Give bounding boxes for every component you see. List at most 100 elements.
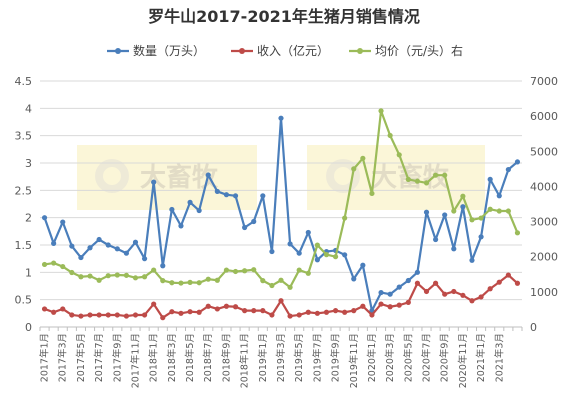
x-tick-label: 2020年1月	[366, 333, 378, 382]
data-point	[296, 250, 302, 256]
data-point	[123, 313, 129, 319]
data-point	[378, 108, 384, 114]
data-point	[278, 115, 284, 121]
x-tick-label: 2017年11月	[129, 333, 141, 388]
y-right-tick-label: 3000	[530, 216, 558, 229]
y-left-tick-label: 2.5	[15, 184, 33, 197]
data-point	[514, 159, 521, 165]
data-point	[505, 166, 511, 173]
data-point	[60, 263, 66, 270]
data-point	[514, 230, 521, 236]
data-point	[296, 312, 302, 318]
data-point	[414, 280, 421, 286]
data-point	[342, 252, 348, 258]
data-point	[160, 278, 166, 284]
data-point	[269, 248, 275, 255]
x-tick-label: 2019年11月	[348, 333, 360, 388]
y-left-tick-label: 1.5	[15, 239, 33, 252]
x-tick-label: 2018年11月	[239, 333, 251, 388]
data-point	[114, 272, 120, 278]
data-point	[232, 193, 239, 199]
data-point	[451, 208, 457, 214]
data-point	[360, 155, 366, 161]
data-point	[132, 275, 139, 281]
data-point	[78, 274, 84, 280]
data-point	[305, 229, 311, 236]
x-tick-label: 2018年5月	[184, 333, 196, 382]
data-point	[96, 312, 102, 318]
data-point	[287, 313, 293, 319]
x-tick-label: 2021年3月	[493, 333, 505, 382]
data-point	[487, 206, 493, 212]
data-point	[414, 178, 421, 184]
data-point	[260, 278, 266, 284]
data-point	[505, 272, 511, 278]
data-point	[332, 308, 339, 314]
data-point	[314, 310, 320, 316]
x-tick-label: 2018年1月	[148, 333, 160, 382]
data-point	[196, 309, 202, 315]
data-point	[51, 260, 57, 266]
data-point	[41, 261, 48, 268]
data-point	[369, 190, 375, 197]
legend-item: 收入（亿元）	[231, 43, 329, 58]
y-right-tick-label: 0	[530, 321, 537, 334]
data-point	[169, 280, 175, 286]
data-point	[69, 269, 75, 276]
data-point	[351, 308, 357, 314]
data-point	[478, 294, 484, 300]
data-point	[487, 176, 493, 182]
data-point	[314, 257, 320, 263]
data-point	[405, 277, 411, 284]
data-point	[342, 215, 348, 221]
legend: 数量（万头） 收入（亿元） 均价（元/头）右	[107, 43, 463, 58]
watermark: 大畜牧 大畜牧	[77, 145, 485, 210]
data-point	[169, 309, 175, 315]
data-point	[442, 212, 448, 218]
data-point	[187, 199, 193, 205]
data-point	[487, 286, 493, 292]
data-point	[478, 215, 484, 221]
data-point	[60, 306, 66, 312]
data-point	[60, 219, 66, 225]
data-point	[232, 268, 239, 275]
data-point	[205, 172, 211, 178]
data-point	[178, 310, 184, 316]
data-point	[442, 291, 448, 297]
data-point	[205, 303, 211, 309]
data-point	[323, 252, 330, 258]
data-point	[405, 299, 411, 305]
data-point	[96, 236, 102, 243]
legend-marker	[357, 48, 363, 54]
y-right-tick-label: 6000	[530, 110, 558, 123]
data-point	[442, 172, 448, 178]
data-point	[41, 306, 48, 312]
y-right-tick-label: 5000	[530, 145, 558, 158]
data-point	[78, 254, 84, 261]
data-point	[433, 280, 439, 286]
data-point	[141, 256, 148, 262]
y-left-tick-label: 1	[25, 266, 32, 279]
data-point	[496, 193, 502, 199]
x-tick-label: 2018年9月	[220, 333, 232, 382]
chart-title: 罗牛山2017-2021年生猪月销售情况	[148, 7, 420, 26]
y-left-tick-label: 2	[25, 212, 32, 225]
x-tick-label: 2019年5月	[293, 333, 305, 382]
data-point	[251, 308, 257, 314]
data-point	[514, 280, 521, 286]
data-point	[260, 193, 266, 199]
data-point	[223, 303, 230, 309]
x-tick-label: 2017年3月	[57, 333, 69, 382]
x-tick-label: 2020年3月	[384, 333, 396, 382]
data-point	[132, 312, 139, 318]
y-left-tick-label: 0.5	[15, 294, 33, 307]
data-point	[114, 312, 120, 318]
data-point	[305, 309, 311, 315]
data-point	[41, 215, 48, 221]
data-point	[451, 246, 457, 252]
data-point	[451, 288, 457, 295]
data-point	[151, 267, 157, 273]
data-point	[132, 239, 139, 245]
data-point	[105, 242, 111, 248]
data-point	[287, 241, 293, 247]
